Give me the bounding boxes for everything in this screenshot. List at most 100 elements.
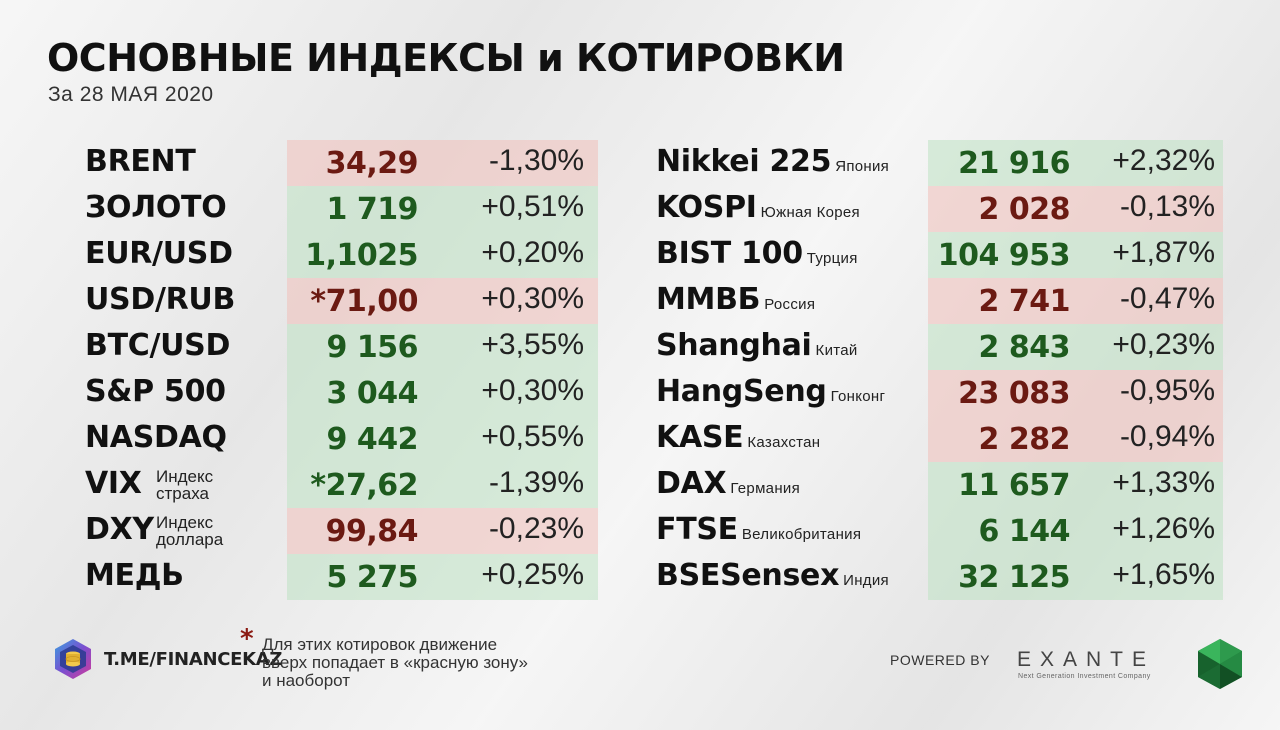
row-highlight — [928, 278, 1223, 324]
table-row: ММВБ Россия 2 741 -0,47% — [0, 278, 1280, 324]
page-title: ОСНОВНЫЕ ИНДЕКСЫ и КОТИРОВКИ — [47, 36, 845, 80]
instrument-label: ЗОЛОТО — [85, 190, 227, 225]
quote-value: 23 083 — [958, 376, 1070, 411]
instrument-region: Великобритания — [741, 526, 862, 543]
page-subtitle: За 28 МАЯ 2020 — [48, 83, 214, 106]
quote-change: -0,94% — [1119, 420, 1215, 453]
row-highlight — [287, 370, 598, 416]
quote-change: +1,87% — [1112, 236, 1215, 269]
quote-value: 2 741 — [978, 284, 1071, 319]
quote-value: 32 125 — [958, 560, 1070, 595]
instrument-label: KOSPI — [656, 190, 757, 225]
quote-change: +1,33% — [1112, 466, 1215, 499]
footnote: Для этих котировок движение вверх попада… — [262, 636, 622, 690]
instrument-name: DXY — [85, 512, 154, 547]
table-row: VIX Индекс страха *27,62 -1,39% — [0, 462, 1280, 508]
quote-change: +2,32% — [1112, 144, 1215, 177]
quote-value: 2 282 — [978, 422, 1071, 457]
quote-change: +0,25% — [481, 558, 584, 591]
instrument-name: DAX Германия — [656, 466, 800, 501]
instrument-name: BRENT — [85, 144, 196, 179]
instrument-label: USD/RUB — [85, 282, 236, 317]
table-row: FTSE Великобритания 6 144 +1,26% — [0, 508, 1280, 554]
instrument-label: S&P 500 — [85, 374, 226, 409]
description-line: Индекс — [156, 467, 214, 486]
table-row: S&P 500 3 044 +0,30% — [0, 370, 1280, 416]
instrument-name: EUR/USD — [85, 236, 233, 271]
table-row: EUR/USD 1,1025 +0,20% — [0, 232, 1280, 278]
table-row: DXY Индекс доллара 99,84 -0,23% — [0, 508, 1280, 554]
description-line: Индекс — [156, 513, 214, 532]
instrument-region: Казахстан — [747, 434, 821, 451]
row-highlight — [287, 232, 598, 278]
instrument-name: HangSeng Гонконг — [656, 374, 885, 409]
quote-change: +0,23% — [1112, 328, 1215, 361]
instrument-description: Индекс страха — [156, 468, 213, 502]
instrument-name: KOSPI Южная Корея — [656, 190, 860, 225]
quote-change: -0,23% — [488, 512, 584, 545]
quote-value: 9 442 — [326, 422, 419, 457]
table-row: BSESensex Индия 32 125 +1,65% — [0, 554, 1280, 600]
instrument-name: KASE Казахстан — [656, 420, 820, 455]
row-highlight — [928, 324, 1223, 370]
quote-value: 104 953 — [937, 238, 1071, 273]
quote-change: +0,55% — [481, 420, 584, 453]
instrument-label: KASE — [656, 420, 744, 455]
instrument-label: HangSeng — [656, 374, 827, 409]
instrument-name: BIST 100 Турция — [656, 236, 858, 271]
description-line: страха — [156, 484, 209, 503]
row-highlight — [928, 370, 1223, 416]
quote-value: 1,1025 — [305, 238, 418, 273]
instrument-description: Индекс доллара — [156, 514, 223, 548]
quote-value: 5 275 — [326, 560, 419, 595]
row-highlight — [928, 232, 1223, 278]
row-highlight — [287, 140, 598, 186]
instrument-label: VIX — [85, 466, 142, 501]
instrument-region: Индия — [843, 572, 889, 589]
instrument-region: Турция — [806, 250, 858, 267]
table-row: Shanghai Китай 2 843 +0,23% — [0, 324, 1280, 370]
quote-value: 3 044 — [326, 376, 419, 411]
quote-value: 9 156 — [326, 330, 419, 365]
quote-change: +0,30% — [481, 282, 584, 315]
table-row: BTC/USD 9 156 +3,55% — [0, 324, 1280, 370]
instrument-name: S&P 500 — [85, 374, 226, 409]
instrument-label: BRENT — [85, 144, 196, 179]
instrument-label: BIST 100 — [656, 236, 803, 271]
instrument-region: Россия — [764, 296, 816, 313]
instrument-name: Nikkei 225 Япония — [656, 144, 889, 179]
row-highlight — [287, 324, 598, 370]
row-highlight — [287, 416, 598, 462]
footnote-line: Для этих котировок движение — [262, 635, 498, 654]
table-row: BIST 100 Турция 104 953 +1,87% — [0, 232, 1280, 278]
quote-change: +0,20% — [481, 236, 584, 269]
note-asterisk: * — [240, 624, 254, 654]
table-row: BRENT 34,29 -1,30% — [0, 140, 1280, 186]
quote-value: 99,84 — [325, 514, 419, 549]
quote-value: *71,00 — [310, 284, 418, 319]
quote-change: +0,30% — [481, 374, 584, 407]
row-highlight — [287, 186, 598, 232]
table-row: DAX Германия 11 657 +1,33% — [0, 462, 1280, 508]
quote-value: 2 843 — [978, 330, 1071, 365]
instrument-name: BSESensex Индия — [656, 558, 889, 593]
exante-brand: EXANTE — [1017, 648, 1156, 671]
telegram-link[interactable]: T.ME/FINANCEKAZ — [104, 649, 283, 670]
table-row: Nikkei 225 Япония 21 916 +2,32% — [0, 140, 1280, 186]
table-row: ЗОЛОТО 1 719 +0,51% — [0, 186, 1280, 232]
description-line: доллара — [156, 530, 224, 549]
instrument-label: ММВБ — [656, 282, 761, 317]
table-row: HangSeng Гонконг 23 083 -0,95% — [0, 370, 1280, 416]
quote-value: 1 719 — [326, 192, 419, 227]
quote-value: 6 144 — [978, 514, 1071, 549]
row-highlight — [928, 554, 1223, 600]
instrument-name: NASDAQ — [85, 420, 227, 455]
quote-change: +0,51% — [481, 190, 584, 223]
instrument-region: Гонконг — [830, 388, 886, 405]
instrument-name: МЕДЬ — [85, 558, 184, 593]
table-row: МЕДЬ 5 275 +0,25% — [0, 554, 1280, 600]
quote-change: -0,47% — [1119, 282, 1215, 315]
instrument-label: BTC/USD — [85, 328, 231, 363]
exante-gem-icon — [1198, 639, 1242, 689]
table-row: KASE Казахстан 2 282 -0,94% — [0, 416, 1280, 462]
